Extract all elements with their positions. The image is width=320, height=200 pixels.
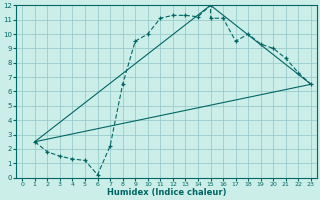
X-axis label: Humidex (Indice chaleur): Humidex (Indice chaleur) <box>107 188 226 197</box>
